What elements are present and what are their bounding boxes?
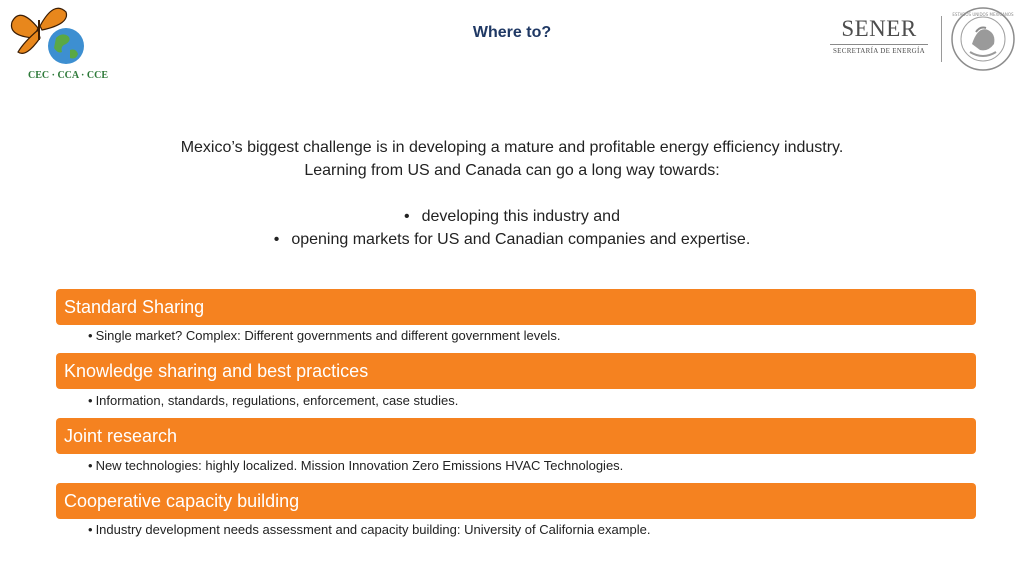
sener-logo-subtitle: SECRETARÍA DE ENERGÍA (832, 47, 926, 55)
bullet-icon: • (404, 208, 410, 225)
list-item: • developing this industry and (0, 205, 1024, 228)
sener-logo-rule (830, 44, 928, 45)
cec-logo: CEC · CCA · CCE (10, 7, 108, 81)
section-detail-knowledge-sharing: • Information, standards, regulations, en… (88, 393, 459, 408)
svg-text:CEC · CCA · CCE: CEC · CCA · CCE (28, 70, 108, 81)
section-header-joint-research: Joint research (56, 418, 976, 454)
intro-bullet-list: • developing this industry and • opening m… (0, 205, 1024, 251)
bullet-icon: • (88, 393, 93, 408)
section-detail-standard-sharing: • Single market? Complex: Different gover… (88, 328, 561, 343)
bullet-icon: • (88, 328, 93, 343)
bullet-icon: • (273, 231, 280, 248)
list-item: • opening markets for US and Canadian com… (0, 228, 1024, 251)
butterfly-icon (10, 7, 68, 54)
mexico-seal-icon: ESTADOS UNIDOS MEXICANOS (951, 7, 1015, 71)
bullet-icon: • (88, 458, 93, 473)
page-title: Where to? (472, 24, 552, 41)
intro-line-2: Learning from US and Canada can go a lon… (304, 162, 720, 179)
section-header-knowledge-sharing: Knowledge sharing and best practices (56, 353, 976, 389)
sener-logo-name: SENER (841, 16, 917, 41)
section-header-standard-sharing: Standard Sharing (56, 289, 976, 325)
section-detail-joint-research: • New technologies: highly localized. Mis… (88, 458, 624, 473)
section-detail-cooperative-capacity: • Industry development needs assessment a… (88, 522, 651, 537)
svg-text:ESTADOS UNIDOS MEXICANOS: ESTADOS UNIDOS MEXICANOS (952, 12, 1014, 17)
logo-divider (941, 16, 942, 62)
bullet-icon: • (88, 522, 93, 537)
sener-logo: SENER SECRETARÍA DE ENERGÍA (826, 16, 932, 60)
section-header-cooperative-capacity: Cooperative capacity building (56, 483, 976, 519)
intro-text: Mexico’s biggest challenge is in develop… (0, 136, 1024, 251)
intro-line-1: Mexico’s biggest challenge is in develop… (180, 139, 844, 156)
